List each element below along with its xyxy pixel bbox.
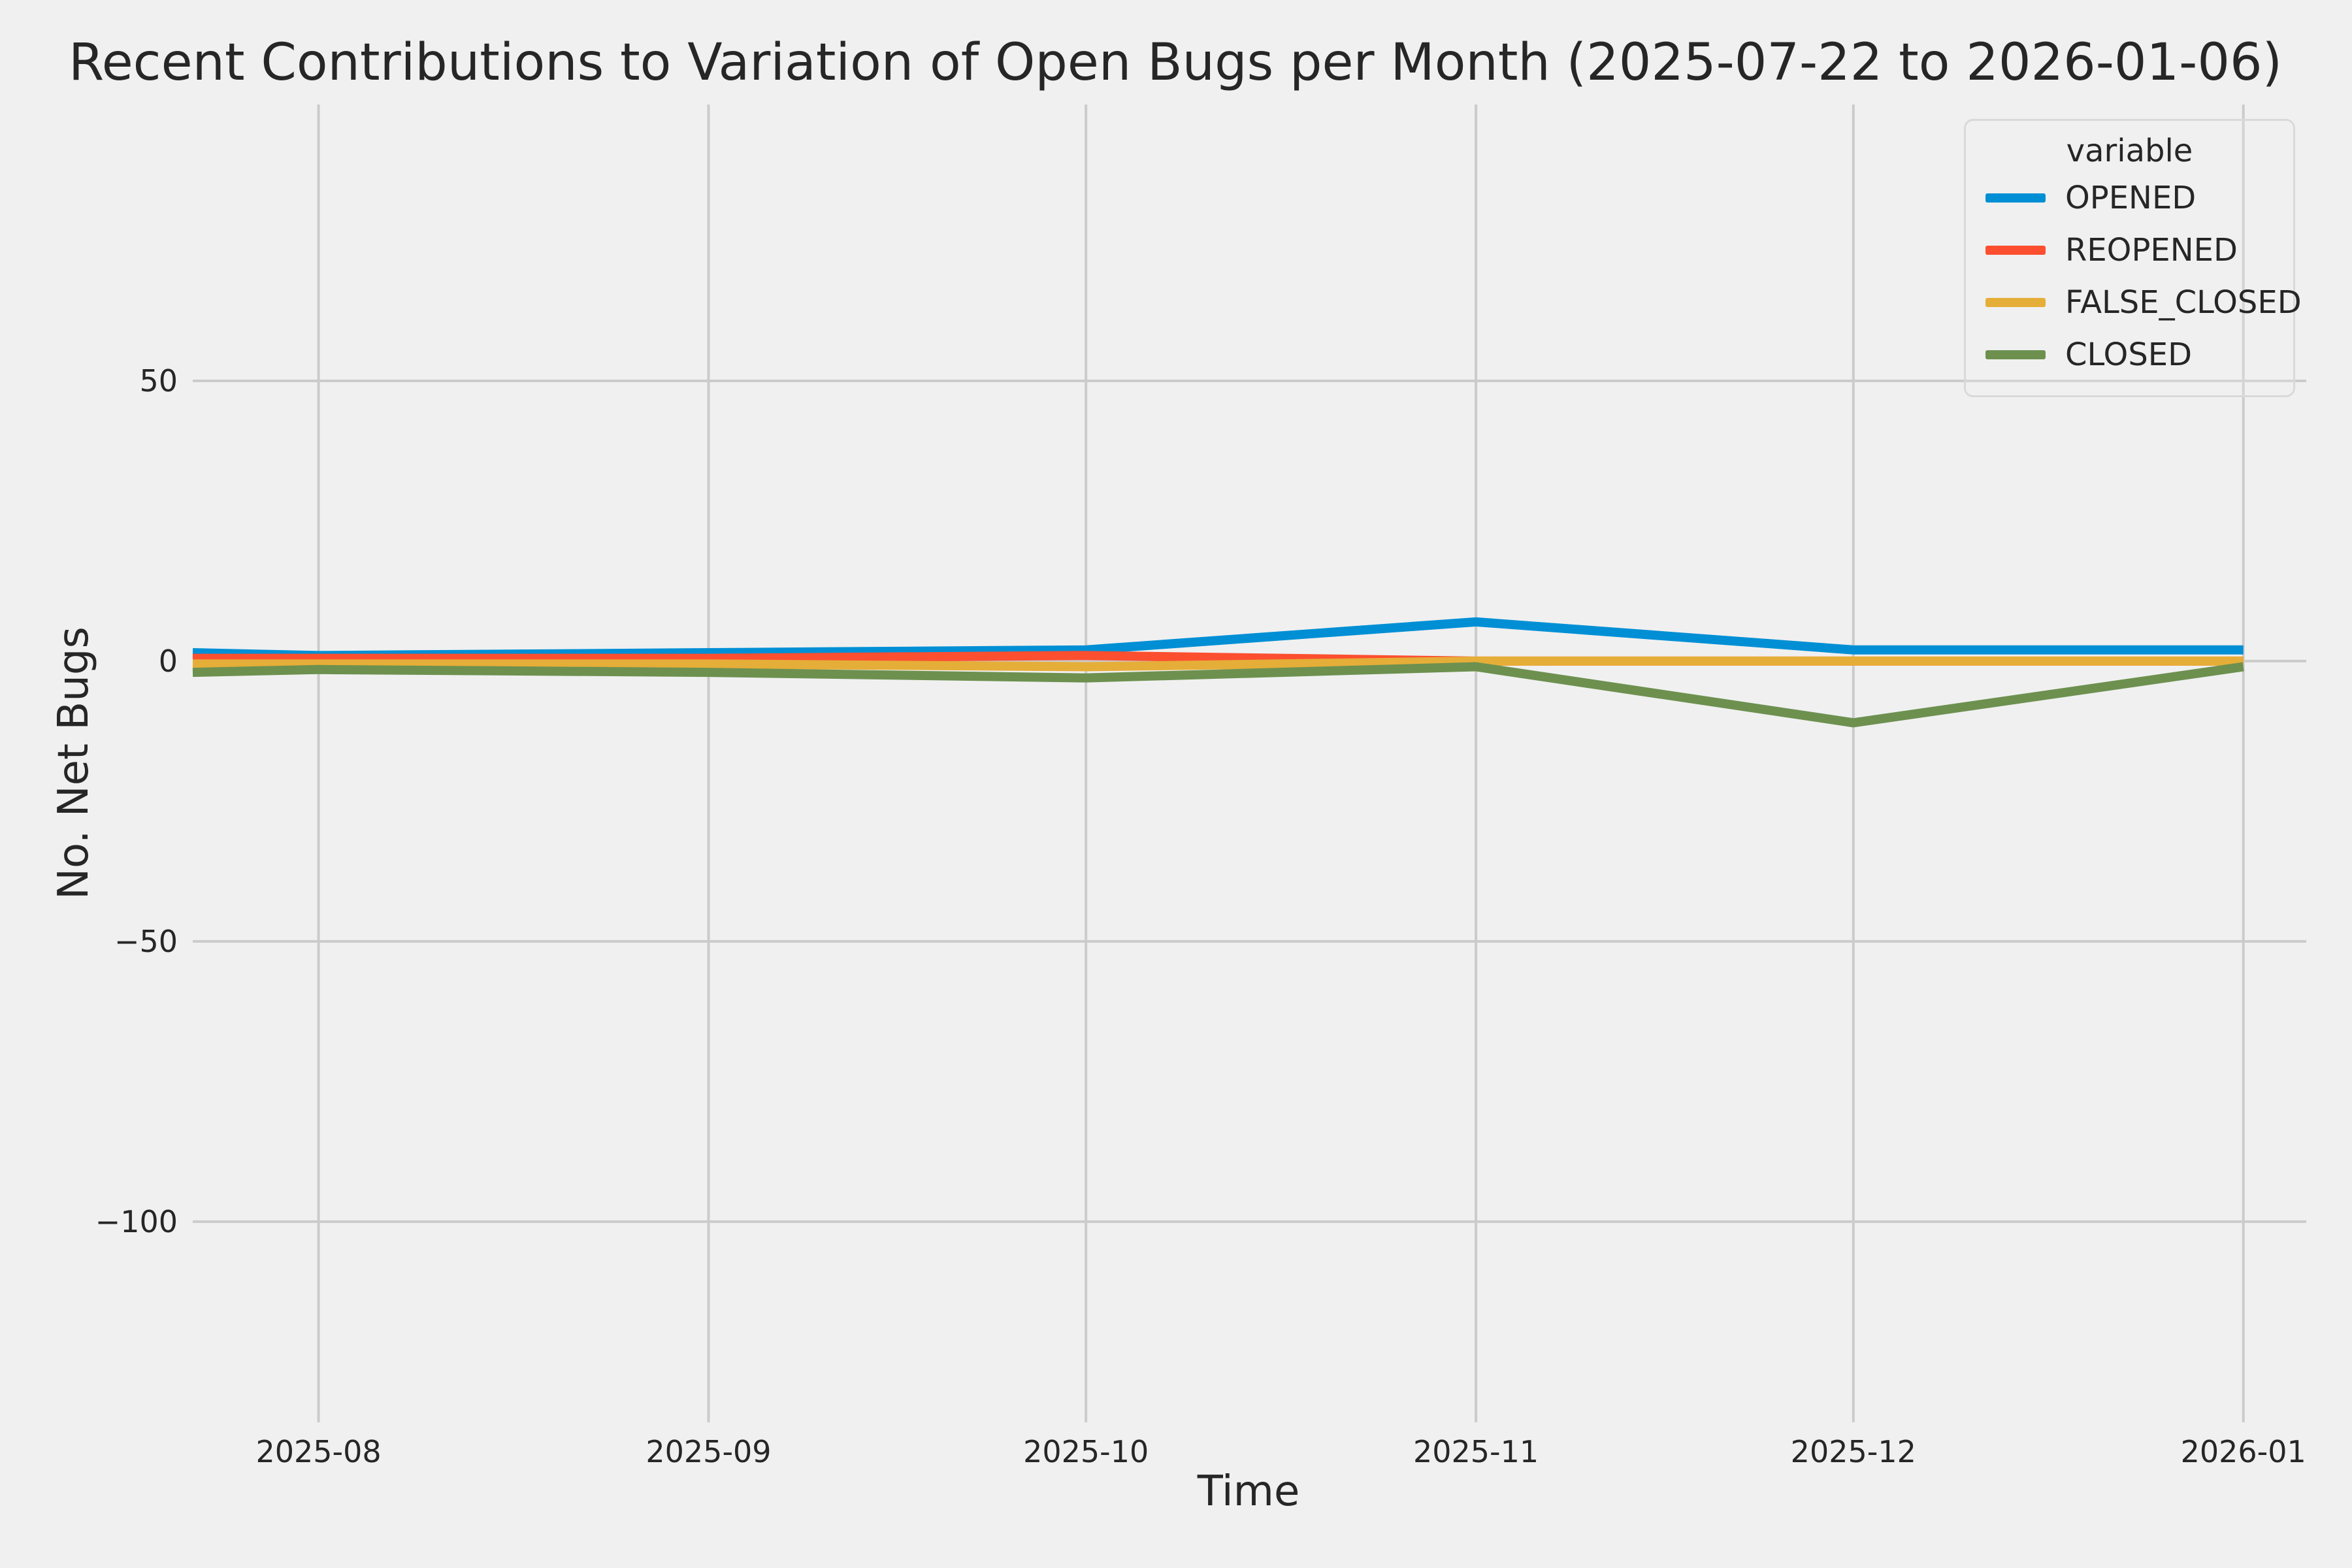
legend-entry-closed: CLOSED <box>1985 329 2293 381</box>
legend-label: REOPENED <box>2065 232 2238 269</box>
legend-swatch-opened <box>1985 193 2046 203</box>
x-axis-label: Time <box>1197 1467 1300 1516</box>
legend-entry-reopened: REOPENED <box>1985 224 2293 276</box>
series-line-false_closed <box>193 656 2244 672</box>
x-tick-label: 2025-12 <box>1790 1434 1916 1469</box>
legend-entry-false_closed: FALSE_CLOSED <box>1985 276 2302 329</box>
legend-swatch-reopened <box>1985 246 2046 255</box>
legend-entries: OPENED REOPENED FALSE_CLOSED CLOSED <box>1985 172 2302 381</box>
legend-swatch-false_closed <box>1985 298 2046 307</box>
legend-title: variable <box>2066 133 2193 169</box>
x-tick-label: 2026-01 <box>2180 1434 2306 1469</box>
legend: variable OPENED REOPENED FALSE_CLOSED CLOSE… <box>1964 119 2302 397</box>
y-tick-label: 50 <box>139 363 178 399</box>
x-tick-label: 2025-10 <box>1023 1434 1149 1469</box>
y-axis-label: No. Net Bugs <box>50 627 98 900</box>
legend-label: FALSE_CLOSED <box>2065 284 2302 321</box>
y-tick-label: −50 <box>114 923 178 959</box>
legend-label: OPENED <box>2065 180 2197 216</box>
chart-title: Recent Contributions to Variation of Ope… <box>69 33 2283 92</box>
legend-swatch-closed <box>1985 350 2046 359</box>
series-line-closed <box>192 662 2244 728</box>
x-tick-label: 2025-09 <box>645 1434 772 1469</box>
y-tick-label: −100 <box>95 1203 178 1239</box>
legend-label: CLOSED <box>2065 336 2193 373</box>
y-tick-label: 0 <box>158 643 178 679</box>
x-tick-label: 2025-08 <box>255 1434 382 1469</box>
x-tick-label: 2025-11 <box>1413 1434 1539 1469</box>
legend-entry-opened: OPENED <box>1985 172 2293 224</box>
series-line-opened <box>192 617 2244 661</box>
